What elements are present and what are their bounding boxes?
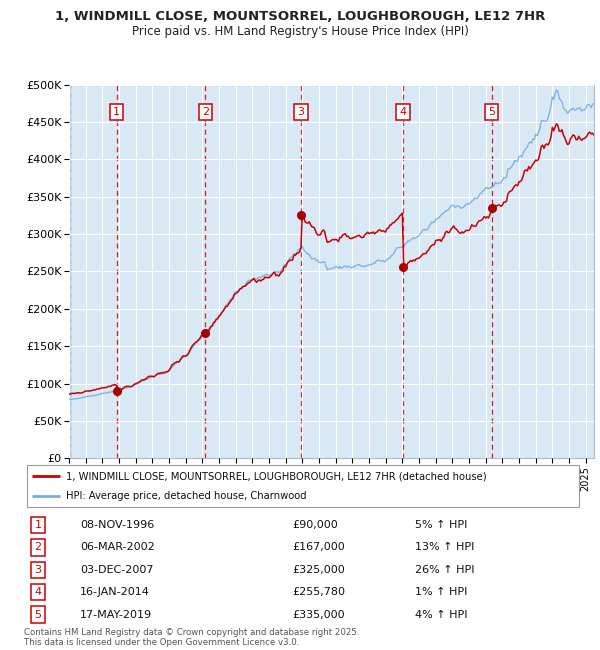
Text: 1: 1 (113, 107, 120, 117)
Text: 5: 5 (34, 610, 41, 619)
Text: 4: 4 (400, 107, 407, 117)
Text: £335,000: £335,000 (292, 610, 344, 619)
Text: £325,000: £325,000 (292, 565, 344, 575)
Text: 1, WINDMILL CLOSE, MOUNTSORREL, LOUGHBOROUGH, LE12 7HR: 1, WINDMILL CLOSE, MOUNTSORREL, LOUGHBOR… (55, 10, 545, 23)
Text: Contains HM Land Registry data © Crown copyright and database right 2025.
This d: Contains HM Land Registry data © Crown c… (24, 628, 359, 647)
Text: 06-MAR-2002: 06-MAR-2002 (80, 543, 155, 552)
Text: £90,000: £90,000 (292, 520, 338, 530)
Text: 3: 3 (298, 107, 305, 117)
Text: £167,000: £167,000 (292, 543, 344, 552)
Text: 08-NOV-1996: 08-NOV-1996 (80, 520, 154, 530)
Text: 1, WINDMILL CLOSE, MOUNTSORREL, LOUGHBOROUGH, LE12 7HR (detached house): 1, WINDMILL CLOSE, MOUNTSORREL, LOUGHBOR… (66, 471, 487, 481)
Text: 4: 4 (34, 587, 41, 597)
Text: 1: 1 (34, 520, 41, 530)
Text: 4% ↑ HPI: 4% ↑ HPI (415, 610, 467, 619)
FancyBboxPatch shape (27, 465, 579, 506)
Text: 2: 2 (34, 543, 41, 552)
Text: 5% ↑ HPI: 5% ↑ HPI (415, 520, 467, 530)
Text: Price paid vs. HM Land Registry's House Price Index (HPI): Price paid vs. HM Land Registry's House … (131, 25, 469, 38)
Text: 03-DEC-2007: 03-DEC-2007 (80, 565, 154, 575)
Text: 5: 5 (488, 107, 496, 117)
Text: 1% ↑ HPI: 1% ↑ HPI (415, 587, 467, 597)
Text: £255,780: £255,780 (292, 587, 345, 597)
Text: HPI: Average price, detached house, Charnwood: HPI: Average price, detached house, Char… (66, 491, 307, 501)
Text: 16-JAN-2014: 16-JAN-2014 (80, 587, 149, 597)
Text: 13% ↑ HPI: 13% ↑ HPI (415, 543, 474, 552)
Text: 26% ↑ HPI: 26% ↑ HPI (415, 565, 474, 575)
Text: 2: 2 (202, 107, 209, 117)
Text: 17-MAY-2019: 17-MAY-2019 (80, 610, 152, 619)
Text: 3: 3 (34, 565, 41, 575)
